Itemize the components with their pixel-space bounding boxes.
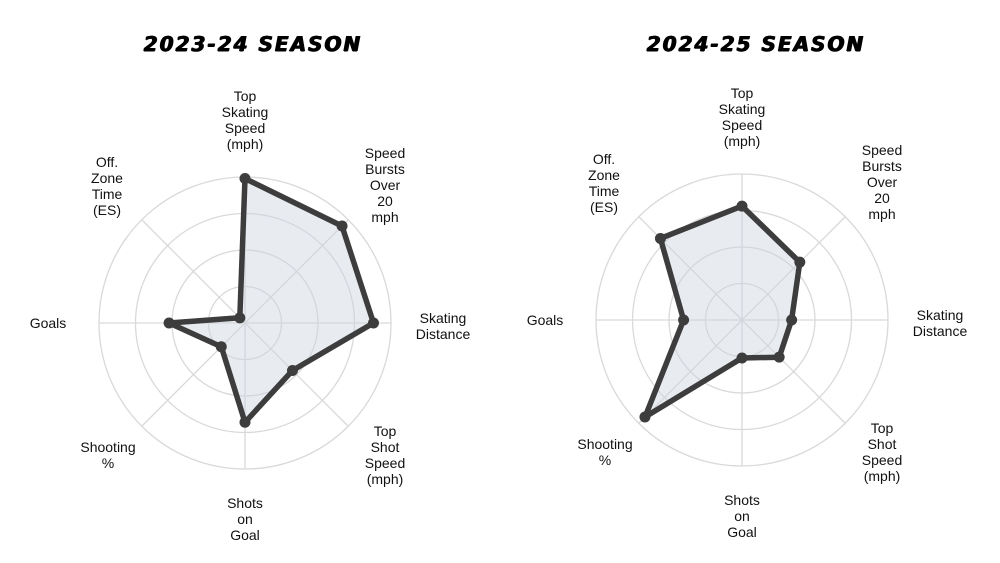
- radar-plot-2023-24-season: [98, 172, 392, 470]
- axis-label-top-skating-speed-mph: Top Skating Speed (mph): [718, 84, 766, 149]
- axis-label-off-zone-time-es: Off. Zone Time (ES): [91, 153, 123, 218]
- axis-label-goals: Goals: [29, 314, 67, 331]
- radar-plot-2024-25-season: [595, 172, 889, 467]
- chart-panel-2024-25-season: 2024-25 SEASON Top Skating Speed (mph) Sp…: [500, 0, 1000, 563]
- chart-panel-2023-24-season: 2023-24 SEASON Top Skating Speed (mph) Sp…: [29, 32, 471, 543]
- axis-label-top-shot-speed-mph: Top Shot Speed (mph): [861, 419, 903, 484]
- axis-label-speed-bursts-over-20-mph: Speed Bursts Over 20 mph: [861, 141, 903, 222]
- axis-label-skating-distance: Skating Distance: [415, 309, 471, 342]
- axis-label-off-zone-time-es: Off. Zone Time (ES): [588, 150, 620, 215]
- chart-title-2024-25-season: 2024-25 SEASON: [646, 32, 866, 56]
- axis-label-goals: Goals: [526, 311, 564, 328]
- axis-label-shots-on-goal: Shots on Goal: [227, 494, 263, 543]
- axis-label-shooting: Shooting %: [577, 435, 633, 468]
- axis-label-skating-distance: Skating Distance: [912, 306, 968, 339]
- axis-label-shooting: Shooting %: [80, 438, 136, 471]
- axis-label-top-shot-speed-mph: Top Shot Speed (mph): [364, 422, 406, 487]
- axis-label-speed-bursts-over-20-mph: Speed Bursts Over 20 mph: [364, 144, 406, 225]
- axis-label-top-skating-speed-mph: Top Skating Speed (mph): [221, 87, 269, 152]
- axis-label-shots-on-goal: Shots on Goal: [724, 491, 760, 540]
- chart-title-2023-24-season: 2023-24 SEASON: [143, 32, 363, 56]
